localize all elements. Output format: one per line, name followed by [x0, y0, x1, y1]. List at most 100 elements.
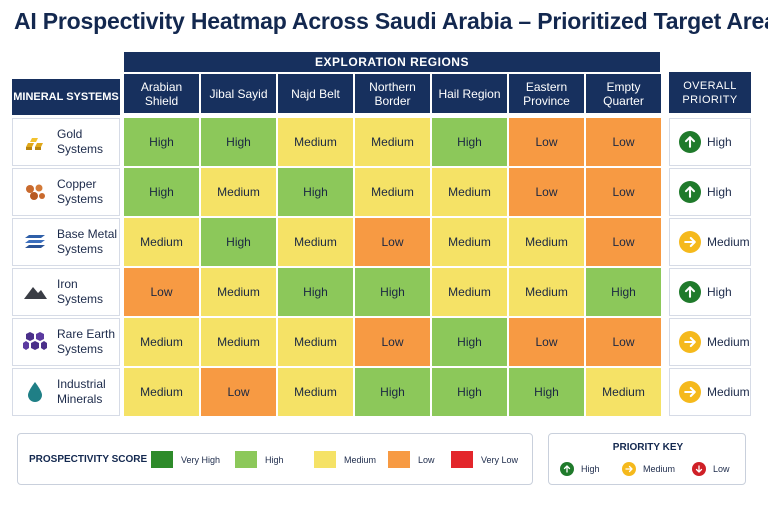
heatmap-cell: Low: [586, 118, 661, 166]
overall-priority-cell: High: [669, 168, 751, 216]
rare-earth-hexagons-icon: [19, 326, 51, 358]
water-drop-icon: [19, 376, 51, 408]
heatmap-cell: Medium: [278, 118, 353, 166]
region-header: Najd Belt: [278, 74, 353, 113]
region-header: Jibal Sayid: [201, 74, 276, 113]
region-header: Arabian Shield: [124, 74, 199, 113]
heatmap-cell: Low: [586, 168, 661, 216]
heatmap-cell: Low: [355, 218, 430, 266]
priority-label: High: [707, 285, 732, 299]
heatmap-cell: Low: [201, 368, 276, 416]
priority-arrow-up-icon: [679, 181, 701, 203]
mineral-name: Copper Systems: [57, 177, 104, 206]
heatmap-cell: High: [278, 268, 353, 316]
mineral-name: Rare Earth Systems: [57, 327, 116, 356]
legend-title: PROSPECTIVITY SCORE: [29, 454, 148, 465]
heatmap-cell: High: [432, 368, 507, 416]
overall-priority-cell: Medium: [669, 368, 751, 416]
legend-label: Very High: [181, 455, 221, 465]
heatmap-cell: Low: [509, 318, 584, 366]
heatmap-cell: Medium: [432, 268, 507, 316]
mineral-row-label: Copper Systems: [12, 168, 120, 216]
heatmap-cell: Medium: [355, 168, 430, 216]
mineral-name: Base Metal Systems: [57, 227, 118, 256]
heatmap-cell: Low: [586, 318, 661, 366]
priority-key-label: Low: [713, 464, 730, 474]
legend-swatch: [388, 451, 410, 468]
heatmap-cell: High: [124, 168, 199, 216]
priority-arrow-right-icon: [679, 231, 701, 253]
heatmap-cell: High: [509, 368, 584, 416]
heatmap-cell: Low: [355, 318, 430, 366]
heatmap-cell: High: [278, 168, 353, 216]
prospectivity-legend: PROSPECTIVITY SCORE Very High High Medium L…: [17, 433, 533, 485]
overall-priority-cell: High: [669, 118, 751, 166]
priority-arrow-right-icon: [679, 331, 701, 353]
gold-bars-icon: [19, 126, 51, 158]
priority-arrow-up-icon: [679, 281, 701, 303]
priority-key-label: High: [581, 464, 600, 474]
heatmap-cell: Medium: [201, 268, 276, 316]
priority-label: Medium: [707, 385, 750, 399]
heatmap-cell: Medium: [124, 318, 199, 366]
legend-label: Low: [418, 455, 435, 465]
mineral-name: Gold Systems: [57, 127, 104, 156]
heatmap-cell: Medium: [509, 218, 584, 266]
priority-key-up-icon: [560, 462, 574, 476]
heatmap-cell: Medium: [124, 368, 199, 416]
heatmap-cell: Medium: [432, 168, 507, 216]
mineral-name: Industrial Minerals: [57, 377, 106, 406]
heatmap-cell: Medium: [586, 368, 661, 416]
priority-key-right-icon: [622, 462, 636, 476]
region-header: Eastern Province: [509, 74, 584, 113]
heatmap-cell: Medium: [355, 118, 430, 166]
copper-nuggets-icon: [19, 176, 51, 208]
heatmap-cell: Medium: [278, 368, 353, 416]
legend-swatch: [451, 451, 473, 468]
heatmap-cell: Low: [509, 118, 584, 166]
region-header: Empty Quarter: [586, 74, 661, 113]
priority-key-down-icon: [692, 462, 706, 476]
overall-priority-cell: Medium: [669, 218, 751, 266]
exploration-regions-banner: EXPLORATION REGIONS: [124, 52, 660, 72]
heatmap-cell: Medium: [124, 218, 199, 266]
base-metal-plates-icon: [19, 226, 51, 258]
priority-label: Medium: [707, 335, 750, 349]
priority-key-label: Medium: [643, 464, 676, 474]
heatmap-cell: High: [432, 318, 507, 366]
overall-priority-header: OVERALL PRIORITY: [669, 72, 751, 113]
overall-priority-cell: High: [669, 268, 751, 316]
priority-label: High: [707, 135, 732, 149]
heatmap-cell: High: [201, 118, 276, 166]
legend-swatch: [235, 451, 257, 468]
heatmap-cell: Medium: [201, 318, 276, 366]
iron-mountain-icon: [19, 276, 51, 308]
priority-arrow-up-icon: [679, 131, 701, 153]
legend-label: High: [265, 455, 284, 465]
heatmap-cell: High: [355, 368, 430, 416]
priority-key-title: PRIORITY KEY: [612, 442, 684, 453]
heatmap-cell: Medium: [278, 218, 353, 266]
mineral-row-label: Iron Systems: [12, 268, 120, 316]
mineral-row-label: Rare Earth Systems: [12, 318, 120, 366]
overall-priority-cell: Medium: [669, 318, 751, 366]
heatmap-cell: Low: [124, 268, 199, 316]
priority-arrow-right-icon: [679, 381, 701, 403]
priority-key: PRIORITY KEY High Medium Low: [548, 433, 746, 485]
heatmap-cell: High: [124, 118, 199, 166]
region-header: Northern Border: [355, 74, 430, 113]
heatmap-cell: Medium: [432, 218, 507, 266]
mineral-row-label: Gold Systems: [12, 118, 120, 166]
priority-label: High: [707, 185, 732, 199]
mineral-systems-header: MINERAL SYSTEMS: [12, 79, 120, 115]
heatmap-cell: Medium: [201, 168, 276, 216]
priority-label: Medium: [707, 235, 750, 249]
heatmap-cell: High: [586, 268, 661, 316]
heatmap-cell: High: [355, 268, 430, 316]
legend-swatch: [314, 451, 336, 468]
heatmap-cell: Low: [586, 218, 661, 266]
legend-swatch: [151, 451, 173, 468]
heatmap-cell: High: [432, 118, 507, 166]
heatmap-cell: Low: [509, 168, 584, 216]
heatmap-cell: High: [201, 218, 276, 266]
